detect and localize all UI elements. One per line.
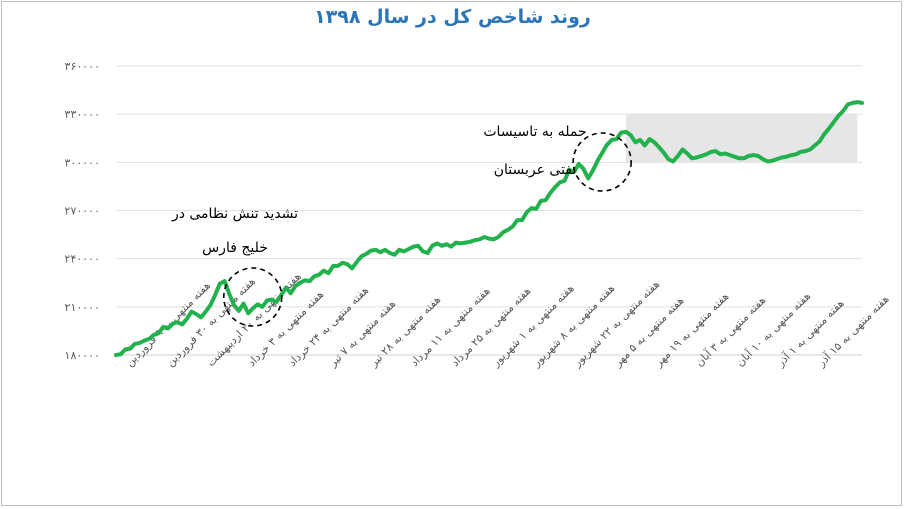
x-tick-label: هفته منتهی به ۱۵ آذر <box>814 292 892 370</box>
y-tick-label: ۳۶۰۰۰۰ <box>65 60 100 73</box>
annotation-circle <box>222 267 283 327</box>
y-tick-label: ۳۳۰۰۰۰ <box>65 108 100 121</box>
annotation-2-line-1: حمله به تاسیسات <box>483 124 587 140</box>
x-tick-label: هفته منتهی به ۵ مهر <box>611 294 687 370</box>
annotation-1-line-2: خلیج فارس <box>202 240 268 256</box>
x-tick-label: هفته منتهی به ۳ آبان <box>692 293 768 369</box>
y-tick-label: ۲۱۰۰۰۰ <box>65 301 100 314</box>
annotation-circle <box>572 132 632 192</box>
annotation-circles <box>222 132 632 327</box>
x-tick-label: هفته منتهی به ۱۰ آبان <box>733 289 814 370</box>
y-tick-label: ۲۷۰۰۰۰ <box>65 205 100 218</box>
x-tick-label: هفته منتهی به ۱۹ مهر <box>651 290 731 370</box>
x-tick-label: هفته منتهی به ۱۱ مرداد <box>408 284 493 369</box>
series-line <box>114 100 864 357</box>
annotation-2-line-2: نفتی عربستان <box>493 162 577 178</box>
chart-title: روند شاخص کل در سال ۱۳۹۸ <box>314 6 591 28</box>
x-tick-label: هفته منتهی به ۲۸ تیر <box>366 293 443 370</box>
y-tick-label: ۱۸۰۰۰۰ <box>65 349 100 362</box>
y-tick-label: ۳۰۰۰۰۰ <box>65 156 100 169</box>
index-line <box>114 100 864 357</box>
x-tick-label: هفته منتهی به ۳ خرداد <box>245 288 326 369</box>
annotation-1-line-1: تشدید تنش نظامی در <box>171 206 299 222</box>
y-tick-label: ۲۴۰۰۰۰ <box>65 253 100 266</box>
y-axis: ۱۸۰۰۰۰ ۲۱۰۰۰۰ ۲۴۰۰۰۰ ۲۷۰۰۰۰ ۳۰۰۰۰۰ ۳۳۰۰۰۰ ۳۶۰۰… <box>65 60 100 362</box>
x-tick-label: هفته منتهی به ۲۵ مرداد <box>449 284 534 369</box>
x-tick-label: هفته منتهی به ۲۴ خرداد <box>286 284 372 370</box>
